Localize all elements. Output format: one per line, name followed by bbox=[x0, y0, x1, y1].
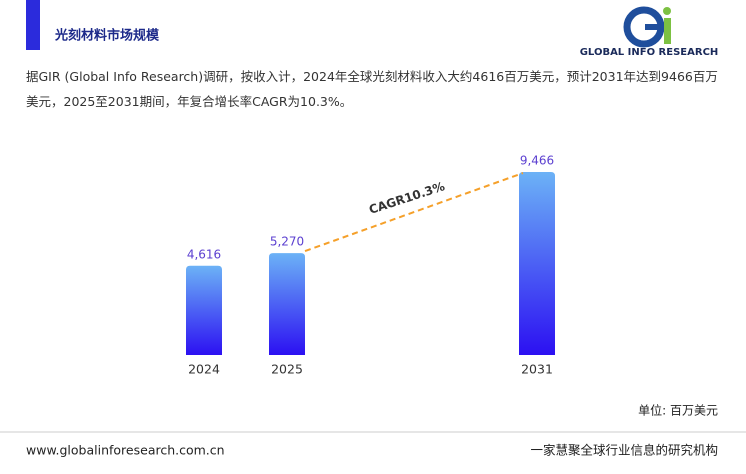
value-label: 9,466 bbox=[520, 154, 554, 168]
bar bbox=[186, 265, 222, 355]
unit-label: 单位: 百万美元 bbox=[638, 403, 718, 418]
value-label: 4,616 bbox=[187, 247, 221, 261]
x-tick-label: 2025 bbox=[271, 362, 303, 377]
footer-website: www.globalinforesearch.com.cn bbox=[26, 443, 225, 458]
bar bbox=[269, 253, 305, 355]
bar bbox=[519, 172, 555, 355]
chart: 4,616 2024 5,270 2025 9,466 2031 CAGR10.3% bbox=[186, 154, 555, 377]
logo: GLOBAL INFO RESEARCH bbox=[580, 6, 719, 58]
footer-slogan: 一家慧聚全球行业信息的研究机构 bbox=[530, 443, 718, 458]
header-accent bbox=[26, 0, 40, 50]
header-title: 光刻材料市场规模 bbox=[54, 28, 160, 44]
x-tick-label: 2031 bbox=[521, 362, 553, 377]
cagr-annotation: CAGR10.3% bbox=[367, 179, 446, 217]
logo-text: GLOBAL INFO RESEARCH bbox=[580, 47, 719, 58]
cagr-line bbox=[304, 172, 524, 253]
description-box: 据GIR (Global Info Research)调研，按收入计，2024年… bbox=[26, 69, 718, 109]
value-label: 5,270 bbox=[270, 235, 304, 249]
x-tick-label: 2024 bbox=[188, 362, 220, 377]
description: 据GIR (Global Info Research)调研，按收入计，2024年… bbox=[26, 69, 718, 109]
